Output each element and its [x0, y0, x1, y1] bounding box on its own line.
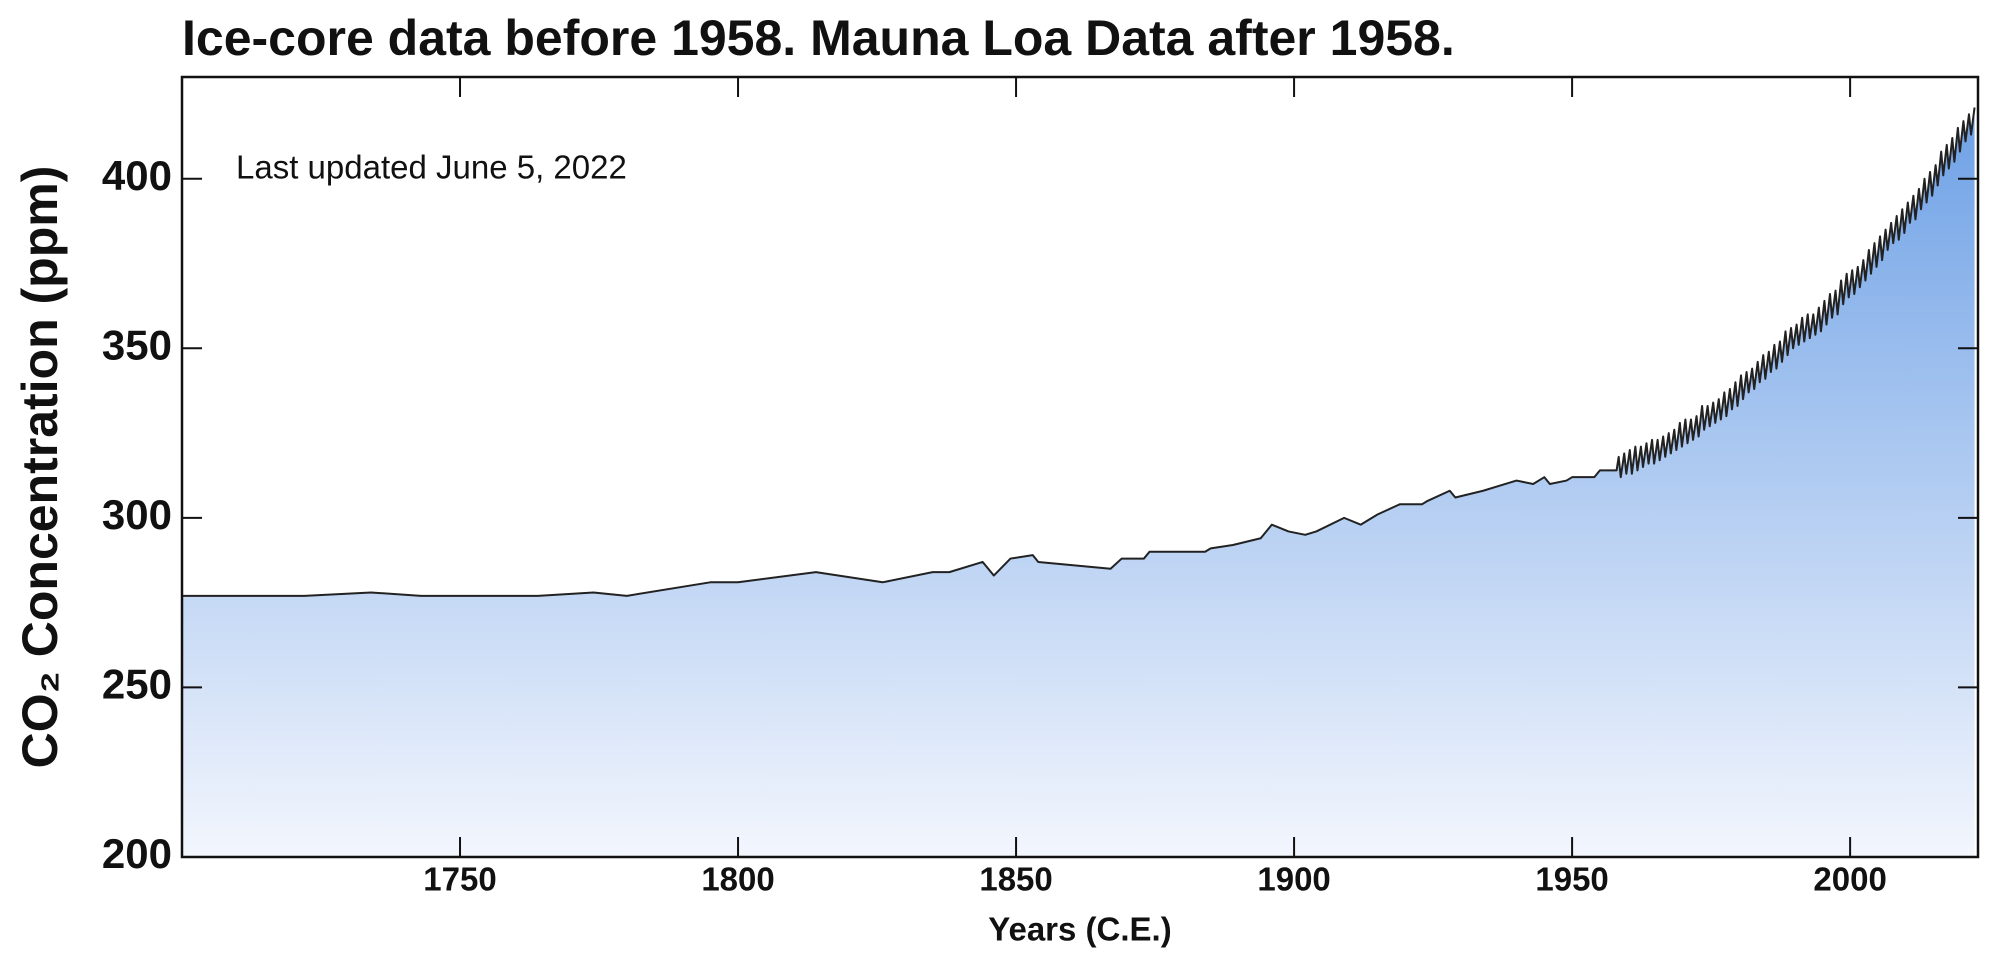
x-tick-label: 1900 [1257, 861, 1330, 898]
x-tick-label: 1950 [1535, 861, 1608, 898]
x-axis-label: Years (C.E.) [988, 911, 1171, 948]
x-tick-label: 2000 [1813, 861, 1886, 898]
area-fill [182, 107, 1975, 857]
y-tick-label: 400 [102, 152, 172, 199]
y-axis-label: CO₂ Concentration (ppm) [12, 166, 68, 769]
plot-frame [180, 75, 1980, 859]
x-tick-label: 1800 [701, 861, 774, 898]
chart-title: Ice-core data before 1958. Mauna Loa Dat… [182, 10, 1455, 66]
x-tick-label: 1850 [979, 861, 1052, 898]
annotation: Last updated June 5, 2022 [236, 149, 627, 186]
line [182, 107, 1976, 597]
x-tick-label: 1750 [423, 861, 496, 898]
y-tick-label: 300 [102, 491, 172, 538]
y-tick-label: 250 [102, 661, 172, 708]
y-tick-label: 200 [102, 830, 172, 877]
y-tick-label: 350 [102, 321, 172, 368]
